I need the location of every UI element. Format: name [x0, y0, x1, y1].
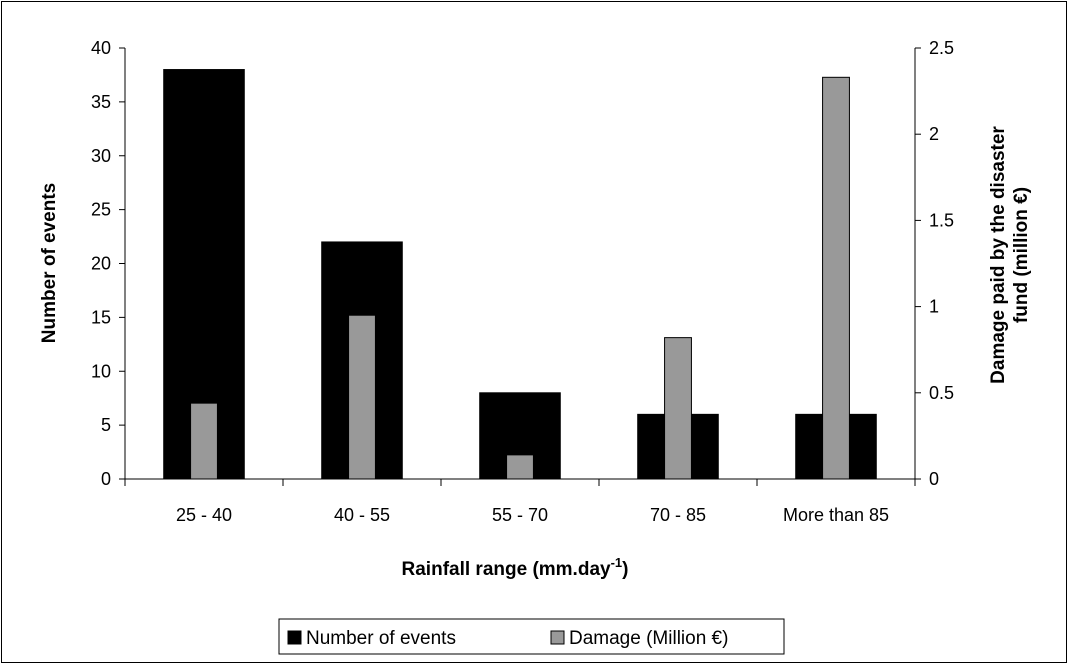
- x-axis-title: Rainfall range (mm.day-1): [402, 555, 629, 580]
- legend-swatch-number-of-events: [287, 630, 302, 645]
- y2-tick-label: 1: [929, 297, 939, 317]
- y2-tick-label: 2.5: [929, 38, 954, 58]
- bar-damage: [190, 402, 218, 480]
- y-tick-label: 30: [91, 146, 111, 166]
- y-tick-label: 15: [91, 307, 111, 327]
- x-axis-title-main: Rainfall range (mm.day: [402, 559, 611, 580]
- y2-tick-label: 0: [929, 469, 939, 489]
- bar-damage: [506, 454, 534, 480]
- y-tick-label: 25: [91, 200, 111, 220]
- x-axis-title-suffix: ): [622, 559, 628, 580]
- y-tick-label: 40: [91, 38, 111, 58]
- y-tick-label: 10: [91, 361, 111, 381]
- y2-tick-label: 0.5: [929, 383, 954, 403]
- y2-tick-label: 1.5: [929, 210, 954, 230]
- legend-label-number-of-events: Number of events: [306, 628, 456, 649]
- legend-box: [278, 618, 785, 655]
- y-tick-label: 35: [91, 92, 111, 112]
- legend: Number of events Damage (Million €): [278, 618, 785, 655]
- y-tick-label: 0: [101, 469, 111, 489]
- bar-damage: [822, 76, 850, 480]
- y-tick-label: 5: [101, 415, 111, 435]
- x-tick-label: 25 - 40: [176, 505, 232, 525]
- bar-damage: [664, 337, 692, 480]
- x-tick-label: 70 - 85: [650, 505, 706, 525]
- y-axis-title: Number of events: [39, 183, 60, 343]
- y-tick-label: 20: [91, 254, 111, 274]
- x-tick-label: More than 85: [783, 505, 889, 525]
- y2-axis-title-line2: fund (million €): [1011, 187, 1032, 323]
- y2-axis-title-line1: Damage paid by the disaster: [988, 126, 1009, 384]
- legend-label-damage: Damage (Million €): [569, 628, 728, 649]
- bar-damage: [348, 314, 376, 480]
- y2-tick-label: 2: [929, 124, 939, 144]
- x-tick-label: 40 - 55: [334, 505, 390, 525]
- x-axis-title-superscript: -1: [611, 555, 623, 570]
- x-tick-label: 55 - 70: [492, 505, 548, 525]
- legend-swatch-damage: [550, 630, 565, 645]
